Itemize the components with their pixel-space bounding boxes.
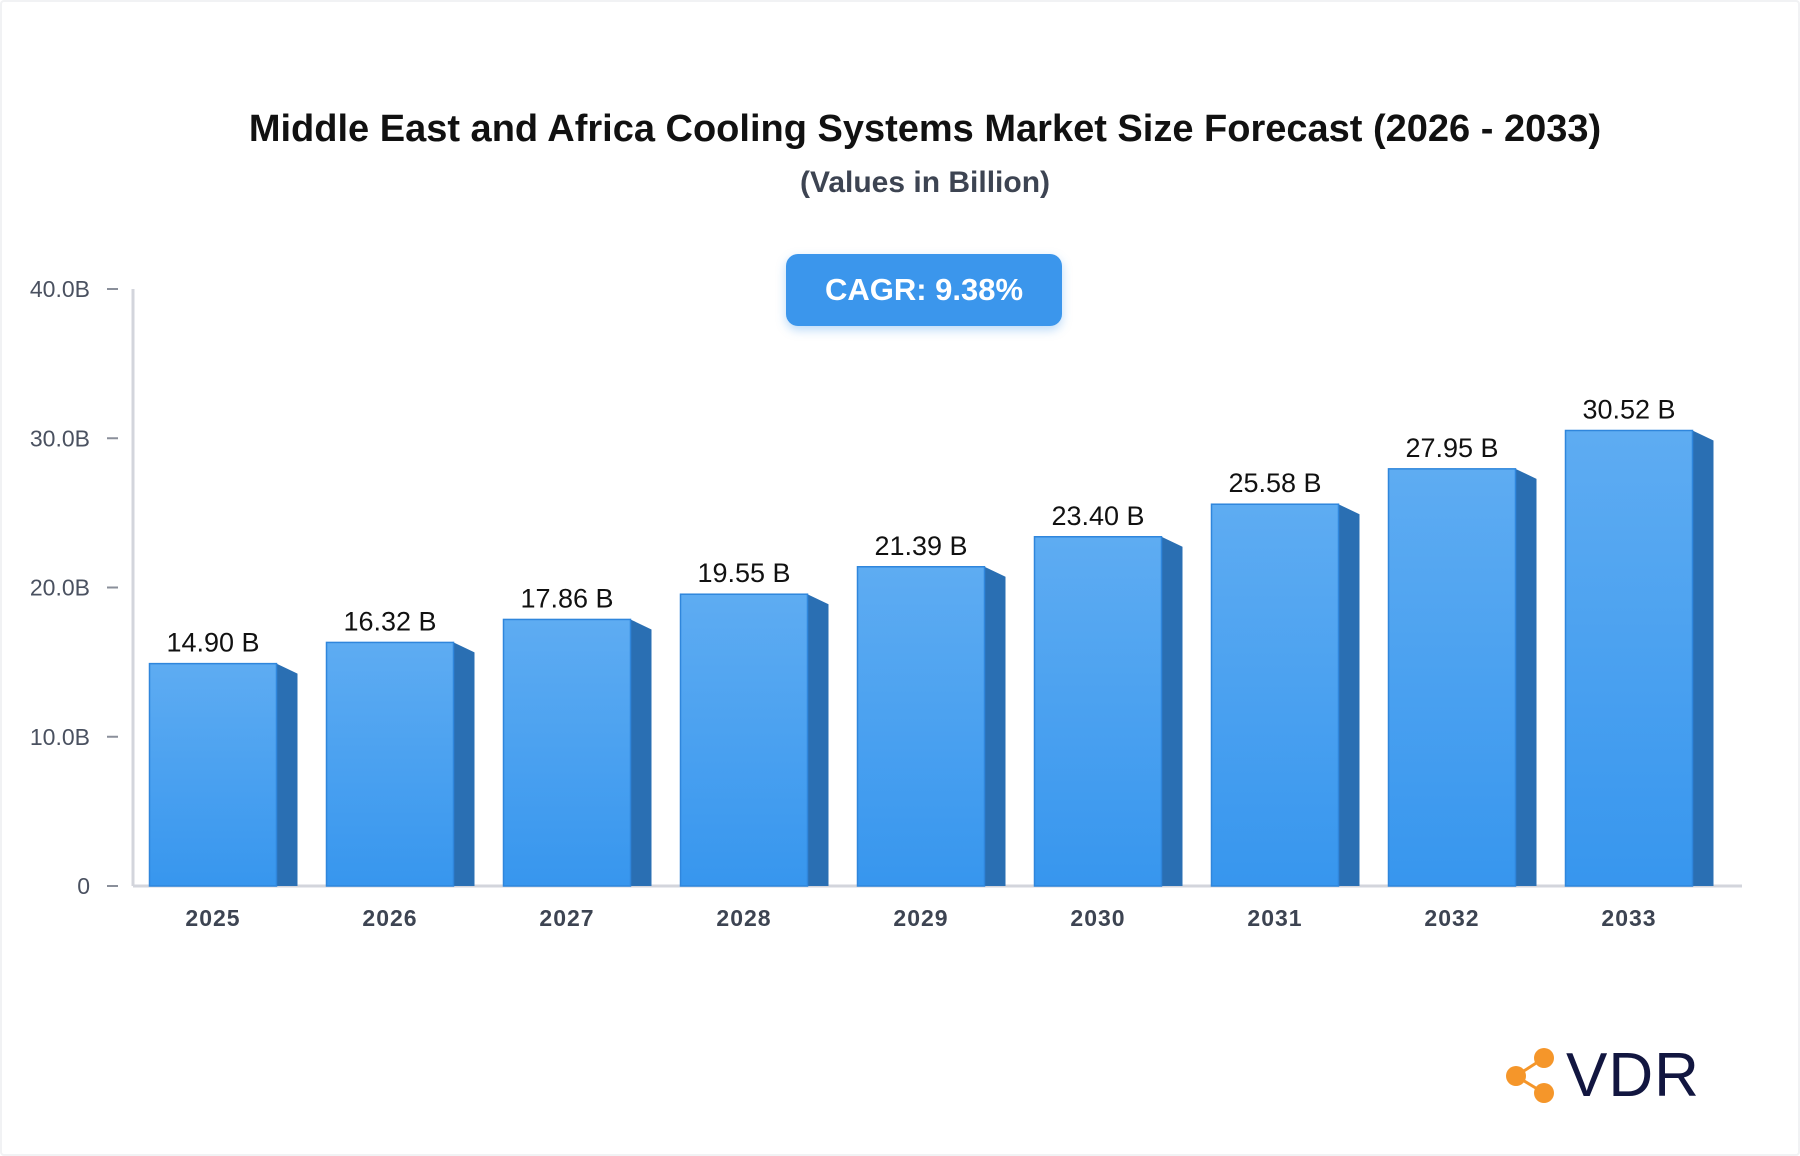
bar xyxy=(325,641,455,887)
y-tick-label: 40.0B xyxy=(30,276,90,302)
data-label: 19.55 B xyxy=(697,558,790,588)
bar-side xyxy=(1161,536,1183,886)
cagr-badge: CAGR: 9.38% xyxy=(786,254,1062,326)
data-label: 14.90 B xyxy=(166,628,259,658)
bar-side xyxy=(1338,504,1360,886)
bar xyxy=(502,618,632,887)
data-label: 21.39 B xyxy=(874,531,967,561)
x-tick-label: 2032 xyxy=(1424,905,1479,931)
bar-side xyxy=(630,619,652,886)
x-tick-label: 2030 xyxy=(1070,905,1125,931)
x-tick-label: 2028 xyxy=(716,905,771,931)
y-tick-label: 10.0B xyxy=(30,724,90,750)
x-tick-label: 2029 xyxy=(893,905,948,931)
bar-side xyxy=(276,663,298,886)
x-tick-label: 2026 xyxy=(362,905,417,931)
x-tick-label: 2027 xyxy=(539,905,594,931)
bar xyxy=(1210,503,1340,887)
bar xyxy=(1033,536,1163,887)
bar-side xyxy=(1692,430,1714,886)
vdr-logo: VDR xyxy=(1504,1040,1700,1111)
data-label: 25.58 B xyxy=(1228,468,1321,498)
bar-side xyxy=(1515,468,1537,886)
x-tick-label: 2033 xyxy=(1601,905,1656,931)
bar xyxy=(1564,429,1694,887)
chart-subtitle: (Values in Billion) xyxy=(799,166,1051,199)
data-label: 27.95 B xyxy=(1405,433,1498,463)
logo-text: VDR xyxy=(1566,1041,1700,1110)
bar xyxy=(679,593,809,887)
y-tick-label: 20.0B xyxy=(30,575,90,601)
bar-side xyxy=(984,566,1006,886)
data-label: 23.40 B xyxy=(1051,501,1144,531)
bar-side xyxy=(453,642,475,886)
y-tick-label: 30.0B xyxy=(30,425,90,451)
data-label: 16.32 B xyxy=(343,606,436,636)
x-tick-label: 2031 xyxy=(1247,905,1302,931)
data-label: 30.52 B xyxy=(1582,394,1675,424)
bar-side xyxy=(807,594,829,886)
bar xyxy=(1387,468,1517,887)
bar xyxy=(856,566,986,887)
share-nodes-icon xyxy=(1506,1047,1554,1103)
x-tick-label: 2025 xyxy=(185,905,240,931)
bar xyxy=(148,662,278,887)
y-tick-label: 0 xyxy=(77,873,90,899)
data-label: 17.86 B xyxy=(520,583,613,613)
chart-title: Middle East and Africa Cooling Systems M… xyxy=(248,108,1602,150)
